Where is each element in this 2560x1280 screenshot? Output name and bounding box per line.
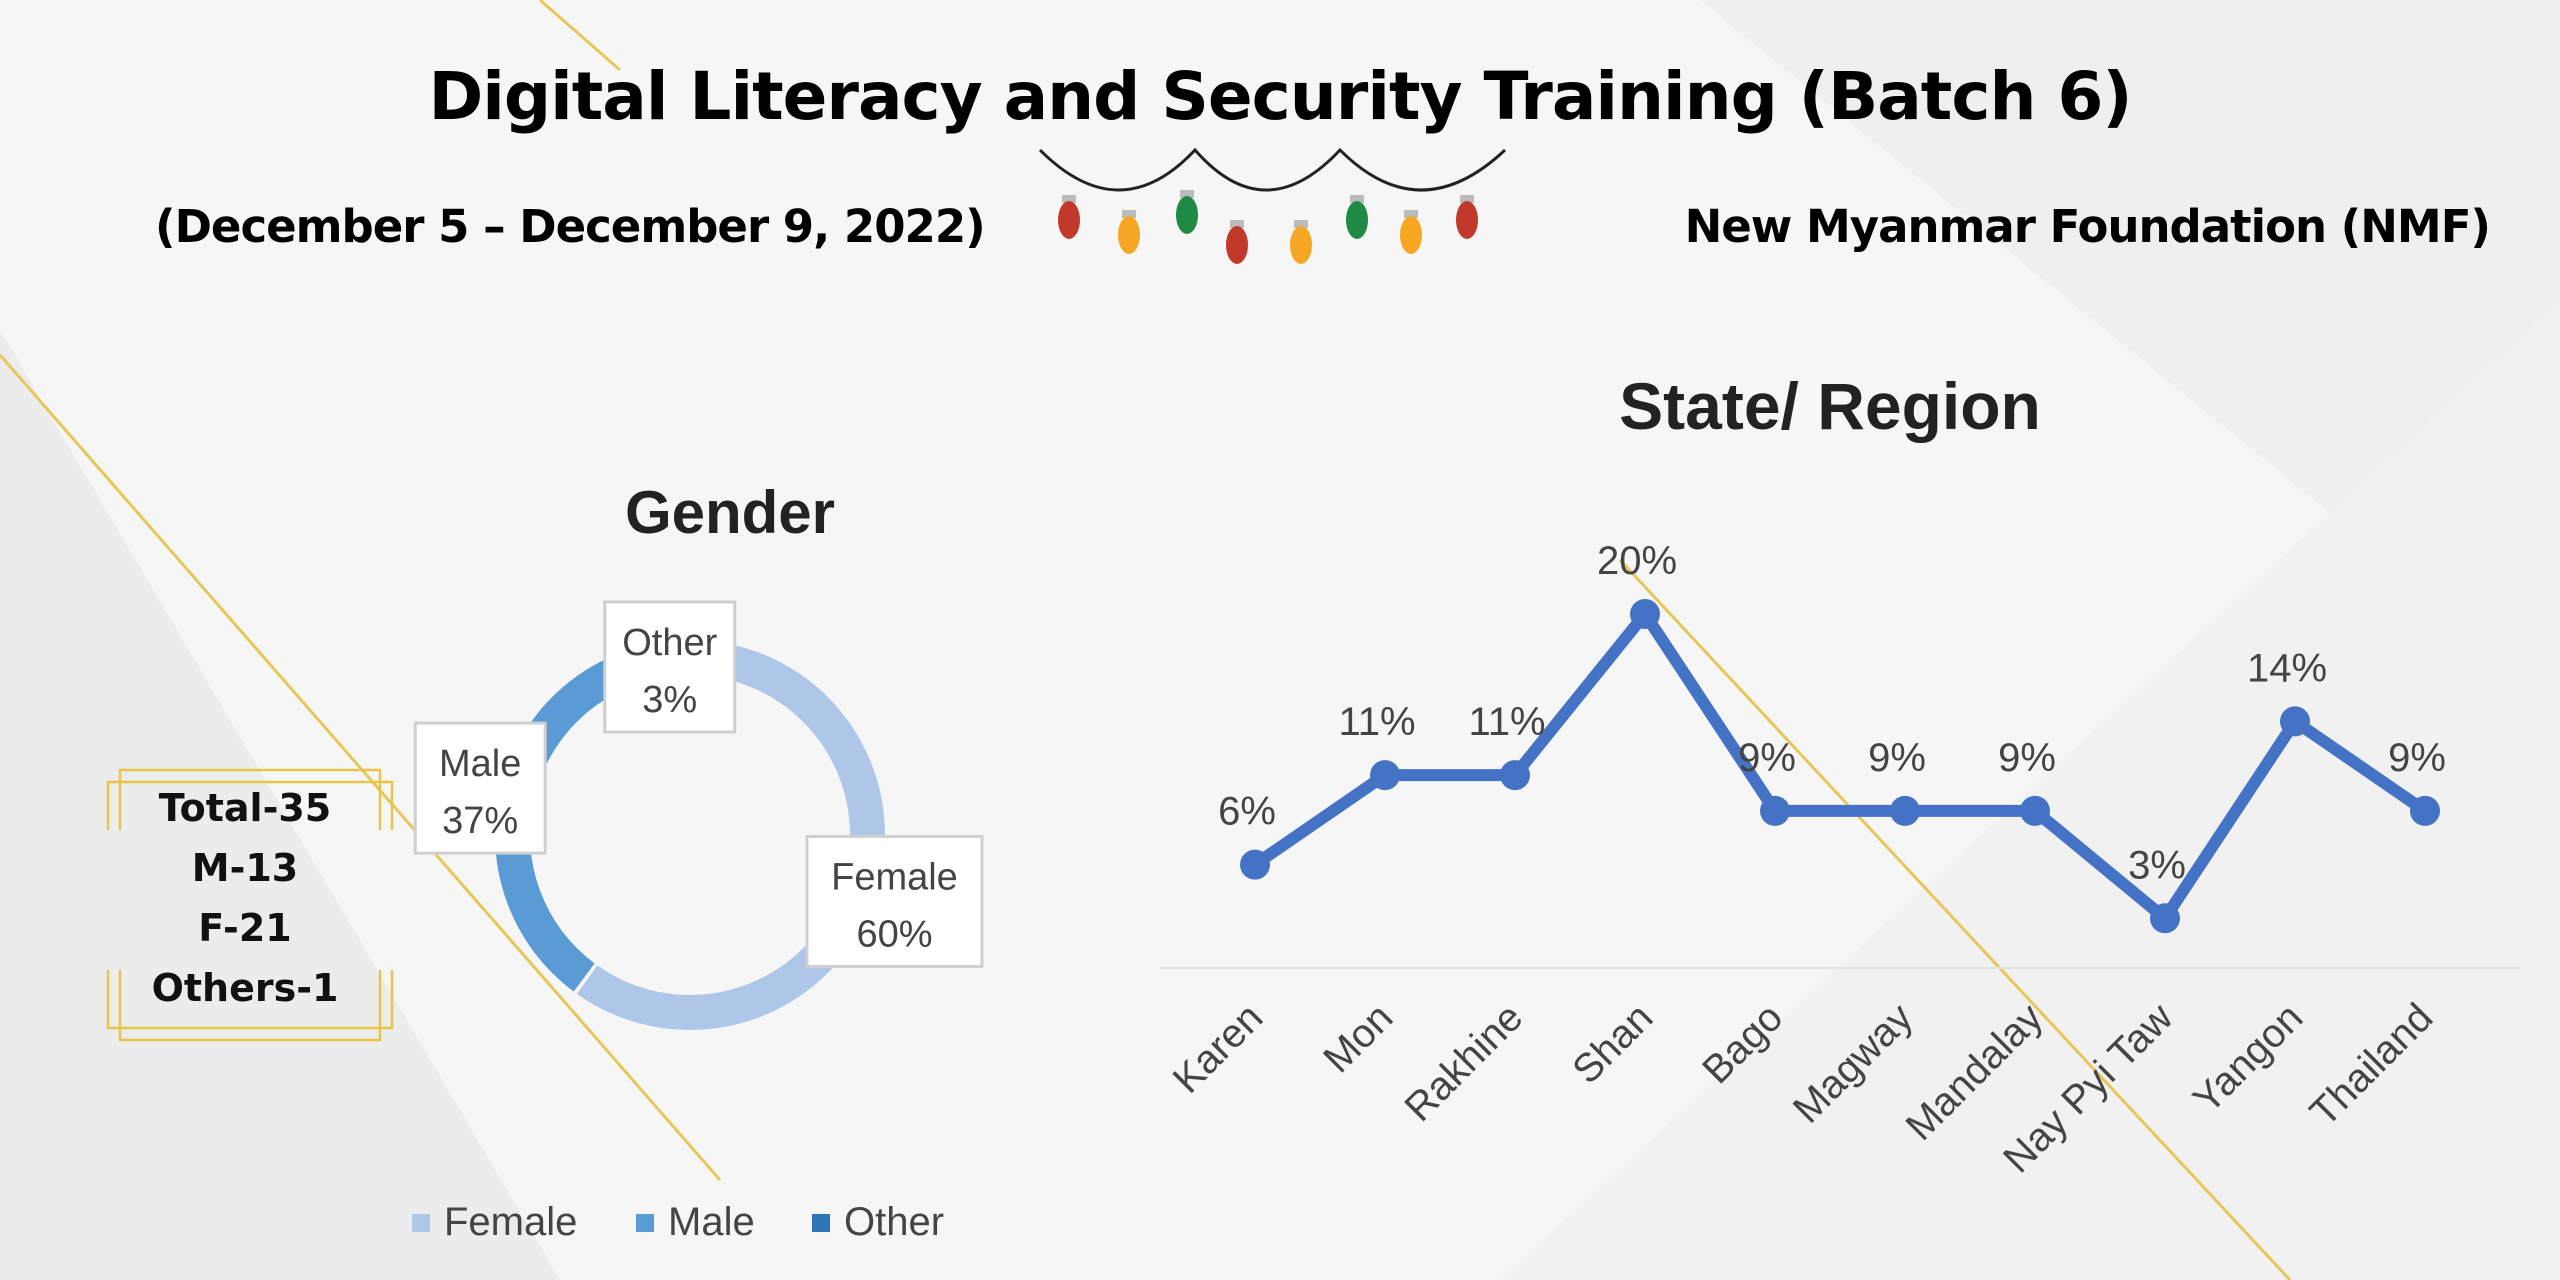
- light-bulb: [1456, 195, 1478, 239]
- legend-label-other: Other: [844, 1200, 945, 1244]
- data-point-yangon: [2280, 706, 2310, 737]
- summary-male: M-13: [191, 846, 299, 890]
- x-tick-label: Rakhine: [1396, 995, 1531, 1130]
- data-label: 20%: [1597, 539, 1677, 583]
- donut-data-label-male: Male 37%: [413, 721, 547, 855]
- data-point-karen: [1240, 849, 1270, 880]
- bg-panel-bottom: [1500, 300, 2560, 1280]
- data-label: 3%: [2128, 843, 2186, 887]
- summary-others: Others-1: [151, 966, 339, 1010]
- legend-item-male: Male: [636, 1200, 755, 1245]
- x-tick-label: Bago: [1694, 995, 1791, 1092]
- data-label: 9%: [1738, 736, 1796, 780]
- light-bulb: [1058, 195, 1080, 239]
- donut-label-value: 60%: [856, 913, 932, 955]
- data-label: 6%: [1218, 790, 1276, 834]
- donut-label-name: Female: [831, 856, 958, 898]
- legend-item-female: Female: [412, 1200, 577, 1245]
- organization-name: New Myanmar Foundation (NMF): [1684, 200, 2491, 253]
- gold-line-2: [539, 0, 621, 72]
- data-point-thailand: [2410, 795, 2440, 826]
- data-label: 9%: [1998, 736, 2056, 780]
- x-tick-label: Thailand: [2302, 995, 2442, 1135]
- gold-line-3: [1618, 558, 2292, 1280]
- light-bulb: [1226, 220, 1248, 264]
- legend-swatch-female: [412, 1213, 430, 1232]
- x-tick-label: Yangon: [2185, 995, 2312, 1122]
- donut-label-name: Male: [439, 743, 521, 785]
- data-point-shan: [1630, 599, 1660, 629]
- data-point-nay-pyi-taw: [2150, 903, 2180, 934]
- legend-swatch-other: [812, 1213, 830, 1232]
- data-point-mon: [1370, 760, 1400, 791]
- x-tick-label: Mon: [1315, 995, 1401, 1081]
- donut-label-value: 37%: [442, 800, 518, 842]
- donut-data-label-other: Other 3%: [603, 600, 737, 734]
- light-bulb: [1290, 220, 1312, 264]
- date-range: (December 5 – December 9, 2022): [155, 200, 986, 253]
- legend-label-female: Female: [444, 1200, 578, 1244]
- gender-chart-title: Gender: [624, 479, 836, 546]
- data-point-magway: [1890, 795, 1920, 826]
- donut-label-name: Other: [622, 622, 717, 664]
- x-tick-label: Karen: [1165, 995, 1272, 1102]
- data-label: 11%: [1468, 700, 1545, 744]
- donut-label-value: 3%: [642, 679, 697, 721]
- region-chart-title: State/ Region: [1619, 369, 2041, 443]
- data-label: 11%: [1338, 700, 1415, 744]
- data-label: 9%: [1868, 736, 1926, 780]
- x-tick-label: Shan: [1564, 995, 1661, 1092]
- summary-frame: [106, 768, 394, 1042]
- data-point-mandalay: [2020, 795, 2050, 826]
- x-tick-label: Magway: [1785, 995, 1921, 1131]
- summary-female: F-21: [198, 906, 292, 950]
- light-bulb: [1118, 210, 1140, 254]
- donut-data-label-female: Female 60%: [805, 834, 984, 968]
- bg-panel-left: [0, 330, 560, 1280]
- series-line: [1249, 608, 2431, 925]
- donut-slice-female: [577, 640, 885, 1030]
- data-label: 9%: [2388, 736, 2446, 780]
- legend-swatch-male: [636, 1213, 654, 1232]
- region-line-chart: 6% Karen 11% Mon 11% Rakhine 20% Shan 9% Bago 9% Ma…: [1160, 539, 2520, 1181]
- gold-line-1: [0, 354, 722, 1181]
- page-title: Digital Literacy and Security Training (…: [428, 58, 2132, 135]
- summary-total: Total-35: [158, 786, 332, 830]
- data-point-rakhine: [1500, 760, 1530, 791]
- data-label: 14%: [2247, 646, 2327, 690]
- data-point-bago: [1760, 795, 1790, 826]
- light-bulb: [1346, 195, 1368, 239]
- christmas-lights-icon: [1038, 147, 1507, 264]
- light-bulb: [1400, 210, 1422, 254]
- legend-label-male: Male: [668, 1200, 755, 1244]
- light-bulb: [1176, 190, 1198, 234]
- gender-donut-chart: Female 60% Male 37% Other 3%: [413, 600, 984, 1030]
- legend-item-other: Other: [812, 1200, 944, 1245]
